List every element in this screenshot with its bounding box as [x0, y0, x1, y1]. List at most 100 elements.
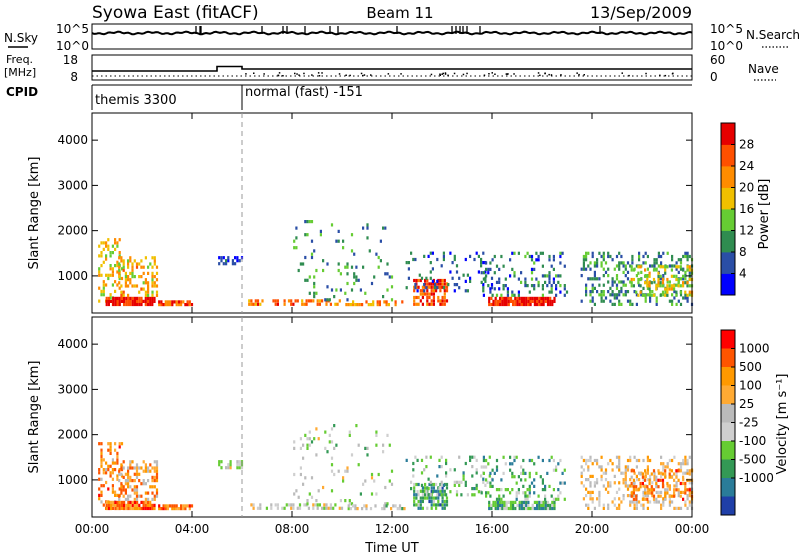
- cpid-segment-label-normal: normal (fast) -151: [245, 85, 363, 100]
- range-time-cell: [485, 267, 488, 271]
- range-time-cell: [533, 299, 536, 303]
- range-time-cell: [600, 254, 603, 259]
- range-time-cell: [324, 446, 327, 450]
- range-time-cell: [304, 220, 307, 224]
- range-time-cell: [365, 300, 368, 304]
- range-time-cell: [488, 455, 491, 459]
- colorbar-tick-label: 25: [739, 397, 754, 411]
- range-time-cell: [668, 475, 671, 479]
- range-time-cell: [631, 302, 634, 306]
- range-time-cell: [131, 275, 134, 279]
- range-time-cell: [138, 290, 141, 294]
- range-time-cell: [344, 499, 347, 503]
- range-time-cell: [644, 293, 647, 297]
- x-tick-label: 12:00: [375, 522, 410, 536]
- range-time-cell: [120, 474, 124, 478]
- range-time-cell: [551, 299, 554, 303]
- range-time-cell: [118, 494, 121, 498]
- range-time-cell: [649, 299, 652, 303]
- range-time-cell: [655, 268, 658, 272]
- range-time-cell: [531, 506, 534, 511]
- range-time-cell: [585, 487, 588, 491]
- range-time-cell: [611, 468, 614, 472]
- range-time-cell: [688, 277, 691, 282]
- range-time-cell: [563, 287, 566, 291]
- range-time-cell: [686, 471, 689, 475]
- range-time-cell: [116, 241, 119, 245]
- range-time-cell: [319, 229, 322, 233]
- range-time-cell: [160, 507, 163, 511]
- range-time-cell: [98, 468, 101, 472]
- range-time-cell: [310, 220, 314, 224]
- range-time-cell: [102, 247, 105, 251]
- range-time-cell: [673, 488, 676, 492]
- range-time-cell: [557, 280, 560, 284]
- range-time-cell: [651, 290, 654, 294]
- range-time-cell: [644, 497, 647, 501]
- range-time-cell: [526, 494, 529, 498]
- range-time-cell: [430, 289, 433, 293]
- range-time-cell: [357, 443, 360, 447]
- range-time-cell: [100, 289, 103, 293]
- range-time-cell: [426, 302, 429, 306]
- range-time-cell: [348, 430, 351, 434]
- nsearch-label: N.Search: [746, 28, 800, 42]
- range-time-cell: [112, 500, 115, 504]
- range-time-cell: [155, 488, 159, 492]
- range-time-cell: [453, 468, 456, 472]
- range-time-cell: [495, 280, 499, 284]
- range-time-cell: [218, 256, 221, 260]
- range-time-cell: [455, 283, 459, 287]
- range-time-cell: [642, 261, 645, 265]
- range-time-cell: [330, 489, 334, 493]
- range-time-cell: [438, 458, 441, 462]
- range-time-cell: [333, 472, 336, 477]
- range-time-cell: [641, 497, 644, 501]
- range-time-cell: [591, 462, 594, 466]
- range-time-cell: [305, 299, 308, 303]
- range-time-cell: [527, 500, 530, 504]
- range-time-cell: [602, 283, 605, 287]
- range-time-cell: [109, 464, 112, 468]
- range-time-cell: [129, 503, 132, 507]
- range-time-cell: [633, 290, 636, 294]
- range-time-cell: [112, 302, 115, 307]
- range-time-cell: [489, 481, 492, 485]
- range-time-cell: [548, 274, 551, 278]
- range-time-cell: [642, 458, 645, 463]
- range-time-cell: [107, 247, 110, 251]
- range-time-cell: [144, 503, 147, 507]
- range-time-cell: [105, 468, 108, 472]
- range-time-cell: [520, 271, 523, 275]
- range-time-cell: [677, 258, 680, 262]
- range-time-cell: [498, 287, 501, 291]
- range-time-cell: [135, 463, 139, 467]
- range-time-cell: [124, 284, 127, 288]
- range-time-cell: [528, 494, 531, 498]
- range-time-cell: [688, 469, 691, 473]
- nave-dot: [439, 74, 441, 76]
- range-time-cell: [646, 500, 649, 504]
- range-time-cell: [611, 290, 614, 294]
- range-time-cell: [129, 281, 132, 285]
- range-time-cell: [155, 479, 159, 483]
- range-time-cell: [122, 460, 125, 464]
- range-time-cell: [447, 283, 450, 287]
- range-time-cell: [98, 267, 101, 271]
- range-time-cell: [166, 303, 169, 307]
- range-time-cell: [437, 499, 440, 504]
- range-time-cell: [158, 504, 161, 508]
- range-time-cell: [624, 481, 627, 485]
- range-time-cell: [580, 474, 583, 478]
- range-time-cell: [626, 458, 630, 463]
- range-time-cell: [686, 268, 689, 272]
- range-time-cell: [537, 258, 540, 262]
- nave-dot: [462, 73, 465, 76]
- range-time-cell: [151, 296, 154, 300]
- range-time-cell: [596, 497, 599, 501]
- y-tick-label: 3000: [57, 382, 88, 396]
- range-time-cell: [441, 486, 444, 490]
- range-time-cell: [635, 274, 638, 278]
- cpid-segment-label-themis: themis 3300: [95, 93, 177, 108]
- range-time-cell: [443, 302, 446, 306]
